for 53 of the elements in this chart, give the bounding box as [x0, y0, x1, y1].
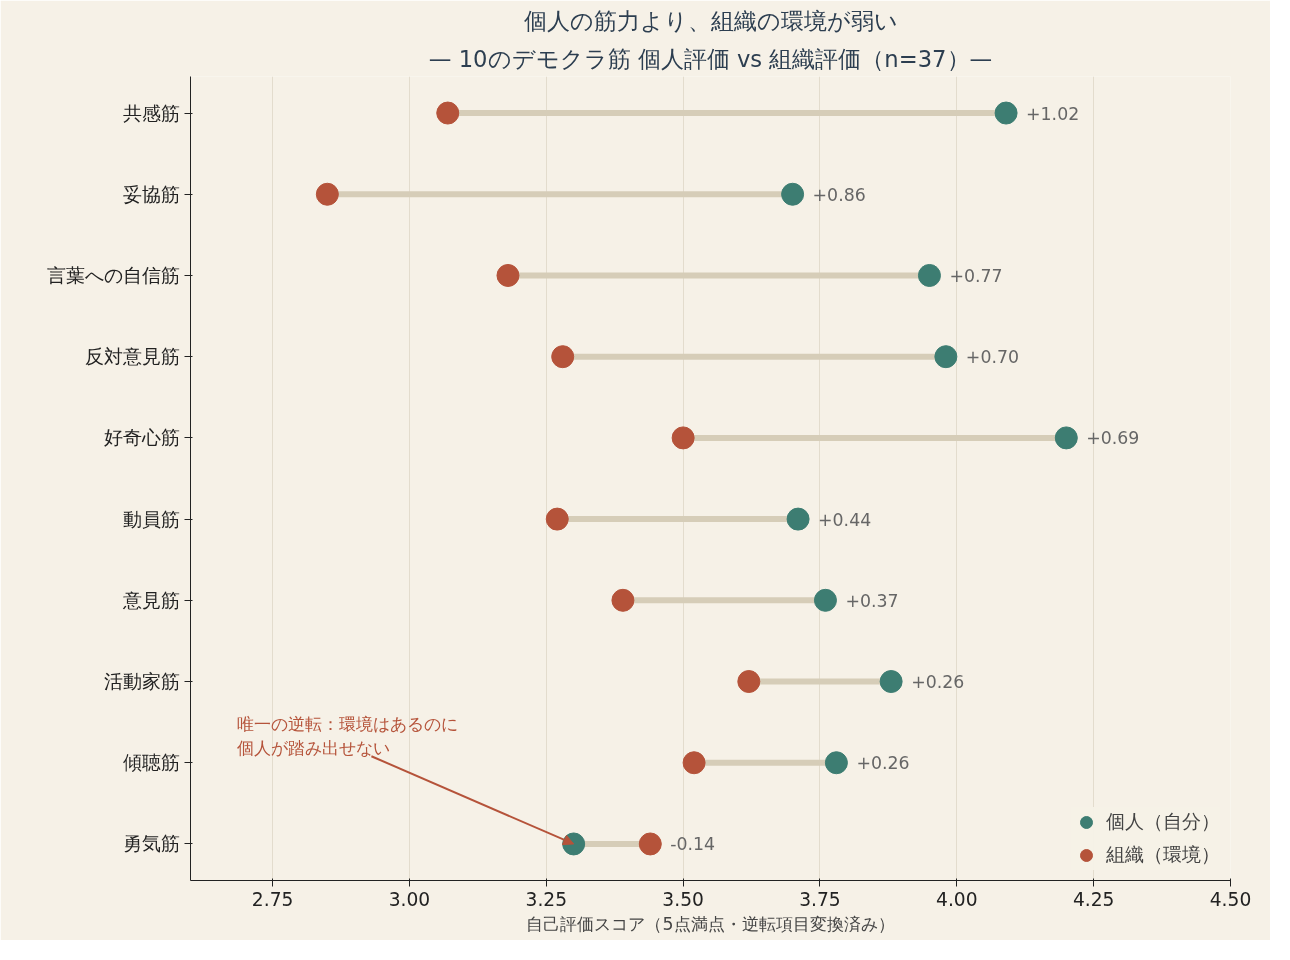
point — [638, 832, 662, 856]
point — [824, 751, 848, 775]
y-tick-label: 妥協筋 — [122, 183, 180, 205]
point — [671, 426, 695, 450]
x-axis-title: 自己評価スコア（5点満点・逆転項目変換済み） — [526, 913, 895, 934]
point — [781, 182, 805, 206]
point — [315, 182, 339, 206]
annotation: -0.14 — [670, 834, 716, 855]
x-tick-label: 2.75 — [251, 888, 294, 910]
annotation: +0.77 — [949, 265, 1003, 286]
x-tick-label: 4.25 — [1072, 888, 1115, 910]
x-tick-label: 3.00 — [388, 888, 431, 910]
annotation: +0.69 — [1086, 428, 1140, 449]
y-tick-label: 好奇心筋 — [103, 427, 180, 449]
annotation: +1.02 — [1026, 103, 1080, 124]
annotation: +0.70 — [965, 347, 1019, 368]
y-tick-label: 活動家筋 — [103, 671, 180, 693]
y-tick-label: 意見筋 — [121, 589, 180, 611]
annotation: +0.37 — [845, 590, 899, 611]
x-tick-label: 3.75 — [799, 888, 841, 910]
annotation: +0.44 — [818, 509, 872, 530]
legend-label: 個人（自分） — [1106, 810, 1220, 834]
annotation: +0.86 — [812, 184, 866, 205]
x-tick-label: 3.50 — [662, 888, 704, 910]
annotation: 唯一の逆転：環境はあるのに個人が踏み出せない — [237, 714, 459, 759]
x-tick-label: 3.25 — [525, 888, 568, 910]
chart-title: 個人の筋力より、組織の環境が弱い — [523, 7, 898, 34]
annotation: +0.26 — [911, 672, 965, 693]
y-tick-label: 勇気筋 — [122, 833, 180, 855]
y-tick-label: 共感筋 — [122, 102, 180, 124]
point — [551, 345, 575, 369]
point — [682, 751, 706, 775]
point — [934, 345, 958, 369]
x-tick-label: 4.50 — [1209, 888, 1252, 910]
y-tick-label: 言葉への自信筋 — [46, 264, 180, 286]
y-tick-label: 反対意見筋 — [84, 346, 180, 368]
legend-label: 組織（環境） — [1106, 843, 1220, 867]
y-tick-label: 傾聴筋 — [122, 752, 180, 774]
point — [994, 101, 1018, 125]
point — [786, 507, 810, 531]
point — [436, 101, 460, 125]
chart-subtitle: — 10のデモクラ筋 個人評価 vs 組織評価（n=37）— — [428, 45, 993, 72]
point — [737, 670, 761, 694]
point — [813, 588, 837, 612]
point — [545, 507, 569, 531]
point — [917, 263, 941, 287]
y-tick-label: 動員筋 — [122, 508, 180, 530]
point — [611, 588, 635, 612]
x-tick-label: 4.00 — [936, 888, 978, 910]
point — [496, 263, 520, 287]
annotation: +0.26 — [856, 753, 910, 774]
point — [879, 670, 903, 694]
point — [1054, 426, 1078, 450]
